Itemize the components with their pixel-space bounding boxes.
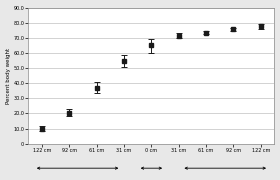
Y-axis label: Percent body weight: Percent body weight: [6, 48, 11, 104]
